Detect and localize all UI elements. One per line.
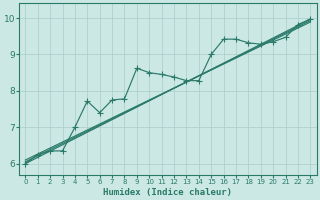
X-axis label: Humidex (Indice chaleur): Humidex (Indice chaleur) — [103, 188, 232, 197]
